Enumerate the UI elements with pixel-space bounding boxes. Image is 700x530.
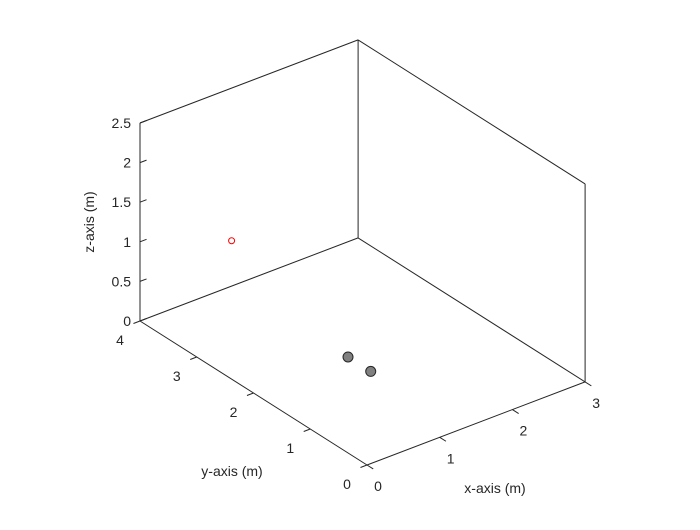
x-tick-label: 0 — [374, 478, 382, 494]
z-tick-mark — [139, 318, 147, 322]
y-tick-mark — [246, 392, 254, 396]
z-axis-label: z-axis (m) — [81, 191, 97, 252]
edge-front-x — [366, 381, 586, 466]
z-tick-label: 1 — [123, 234, 131, 250]
y-tick-label: 4 — [116, 332, 124, 348]
z-tick-label: 0.5 — [112, 273, 132, 289]
x-tick-mark — [584, 381, 592, 387]
z-tick-mark — [139, 120, 147, 124]
edge-top-back-x — [139, 39, 359, 124]
z-tick-label: 2 — [123, 155, 131, 171]
y-tick-label: 2 — [230, 404, 238, 420]
y-tick-label: 3 — [173, 368, 181, 384]
z-tick-label: 1.5 — [112, 194, 132, 210]
z-tick-mark — [139, 278, 147, 282]
x-tick-mark — [439, 436, 447, 442]
x-tick-mark — [512, 409, 519, 414]
y-tick-mark — [133, 320, 141, 324]
x-axis-label: x-axis (m) — [464, 480, 525, 496]
x-tick-mark — [366, 464, 374, 470]
edge-floor-right-y — [357, 237, 586, 383]
edge-floor-back-x — [139, 237, 359, 322]
y-tick-mark — [360, 464, 368, 468]
z-tick-mark — [139, 159, 147, 164]
data-point-open — [228, 237, 236, 245]
edge-top-right-y — [357, 39, 586, 185]
axis-ticks: 0 1 2 3 0 1 2 3 4 0 0.5 1 1.5 2 2.5 — [112, 115, 601, 494]
data-points — [228, 237, 377, 377]
x-tick-label: 1 — [447, 450, 455, 466]
x-tick-label: 3 — [592, 395, 600, 411]
y-tick-label: 1 — [286, 440, 294, 456]
z-tick-label: 0 — [123, 313, 131, 329]
x-tick-label: 2 — [520, 423, 528, 439]
data-point-filled — [342, 351, 354, 363]
axes-box — [139, 39, 586, 466]
z-tick-mark — [139, 199, 147, 203]
y-tick-mark — [303, 428, 311, 432]
data-point-filled — [365, 365, 377, 377]
y-axis-label: y-axis (m) — [201, 463, 262, 479]
z-tick-label: 2.5 — [112, 115, 132, 131]
y-tick-mark — [190, 356, 197, 360]
y-tick-label: 0 — [343, 476, 351, 492]
z-tick-mark — [139, 238, 147, 243]
